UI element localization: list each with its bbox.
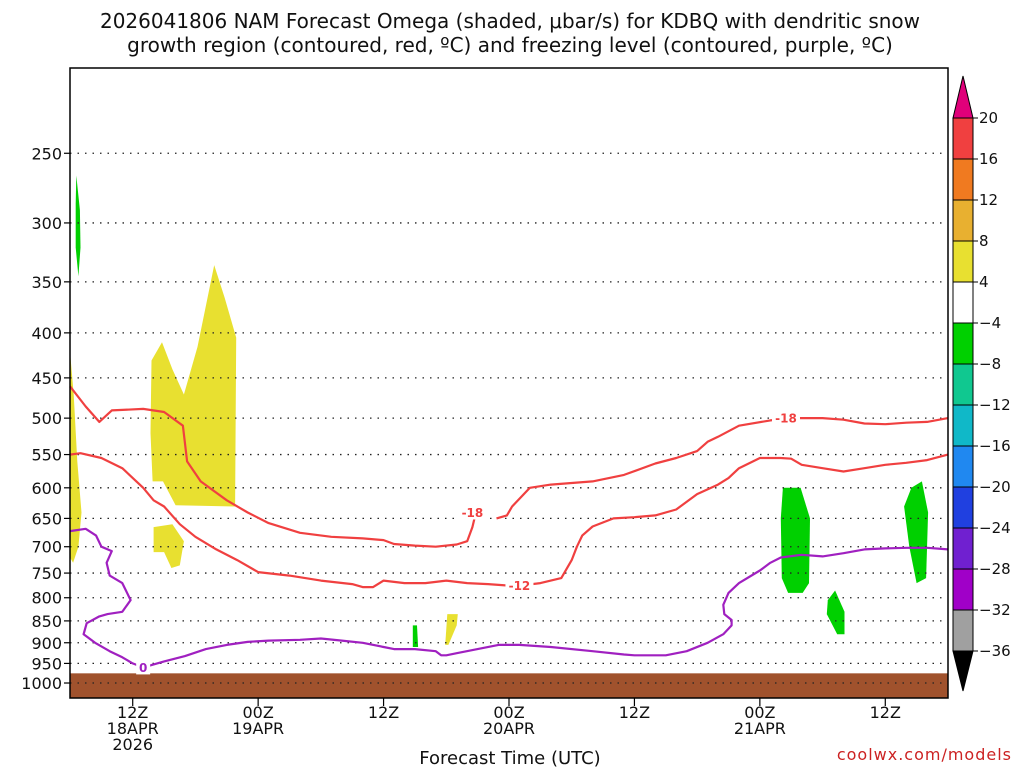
- x-tick-label-4-0: 12Z: [619, 703, 650, 722]
- y-tick-label-500: 500: [31, 409, 62, 428]
- x-tick-label-1-1: 19APR: [232, 719, 284, 738]
- colorbar-label-9: −20: [979, 478, 1011, 496]
- colorbar-segment-6: [952, 363, 974, 406]
- x-axis-title: Forecast Time (UTC): [419, 748, 600, 768]
- contour-label-0: -18: [462, 506, 484, 520]
- colorbar-bottom-arrow: [952, 650, 974, 692]
- y-tick-label-900: 900: [31, 634, 62, 653]
- y-tick-label-400: 400: [31, 324, 62, 343]
- credit-text: coolwx.com/models: [837, 745, 1012, 764]
- chart-title-line2: growth region (contoured, red, ºC) and f…: [127, 33, 893, 57]
- y-tick-label-850: 850: [31, 612, 62, 631]
- colorbar-segment-8: [952, 445, 974, 488]
- y-tick-label-800: 800: [31, 589, 62, 608]
- omega-green-right-low: [826, 590, 845, 635]
- contour-line-1: [496, 417, 949, 520]
- contour-label-2: -12: [509, 579, 531, 593]
- omega-green-right: [780, 487, 810, 593]
- colorbar-label-5: −4: [979, 314, 1001, 332]
- colorbar-label-7: −12: [979, 396, 1011, 414]
- colorbar-segment-4: [952, 281, 974, 324]
- x-tick-label-3-0: 00Z: [493, 703, 524, 722]
- x-tick-label-2-0: 12Z: [368, 703, 399, 722]
- colorbar-segment-2: [952, 199, 974, 242]
- y-tick-label-550: 550: [31, 446, 62, 465]
- colorbar-label-0: 20: [979, 109, 998, 127]
- y-tick-label-450: 450: [31, 369, 62, 388]
- omega-yellow-mid: [150, 265, 237, 507]
- colorbar-label-12: −32: [979, 601, 1011, 619]
- ground-fill: [70, 673, 948, 698]
- y-tick-label-1000: 1000: [21, 674, 62, 693]
- contour-label-bg-3: [136, 659, 151, 675]
- x-tick-label-3-1: 20APR: [483, 719, 535, 738]
- y-tick-label-250: 250: [31, 144, 62, 163]
- colorbar: 20 16 12 8 4 −4 −8 −12 −16 −20 −24 −28 −32 −36: [952, 75, 1011, 692]
- y-tick-label-350: 350: [31, 273, 62, 292]
- x-tick-label-1-0: 00Z: [242, 703, 273, 722]
- contour-line-0: [69, 385, 476, 548]
- chart-title-line1: 2026041806 NAM Forecast Omega (shaded, μ…: [100, 9, 920, 33]
- y-tick-label-650: 650: [31, 509, 62, 528]
- y-axis: 250 300 350 400 450 500 550 600 650 700 750 800 850 9…: [21, 144, 70, 693]
- colorbar-top-arrow: [952, 75, 974, 119]
- colorbar-segment-7: [952, 404, 974, 447]
- colorbar-segment-5: [952, 322, 974, 365]
- colorbar-segment-10: [952, 527, 974, 570]
- contour-label-bg-0: [458, 504, 487, 520]
- colorbar-label-8: −16: [979, 437, 1011, 455]
- colorbar-segment-11: [952, 568, 974, 611]
- colorbar-segment-0: [952, 117, 974, 160]
- contour-line-3: [69, 527, 949, 669]
- omega-green-thin: [412, 625, 419, 647]
- omega-yellow-thin: [445, 614, 458, 645]
- colorbar-segment-3: [952, 240, 974, 283]
- colorbar-label-13: −36: [979, 642, 1011, 660]
- contour-label-bg-2: [505, 577, 534, 593]
- colorbar-segment-1: [952, 158, 974, 201]
- colorbar-label-11: −28: [979, 560, 1011, 578]
- contour-label-1: -18: [775, 412, 797, 426]
- plot-area: -18 -18 -12 0: [69, 67, 949, 699]
- omega-green-far-right: [904, 481, 929, 584]
- colorbar-label-3: 8: [979, 232, 989, 250]
- contour-label-3: 0: [139, 661, 147, 675]
- x-tick-label-0-1: 18APR: [107, 719, 159, 738]
- omega-green-upper: [75, 175, 81, 277]
- colorbar-segment-9: [952, 486, 974, 529]
- x-tick-label-5-1: 21APR: [734, 719, 786, 738]
- x-tick-label-6-0: 12Z: [870, 703, 901, 722]
- x-tick-label-5-0: 00Z: [744, 703, 775, 722]
- y-tick-label-300: 300: [31, 214, 62, 233]
- y-tick-label-700: 700: [31, 538, 62, 557]
- omega-yellow-left: [70, 351, 82, 563]
- colorbar-label-2: 12: [979, 191, 998, 209]
- y-tick-label-600: 600: [31, 479, 62, 498]
- colorbar-label-10: −24: [979, 519, 1011, 537]
- colorbar-label-4: 4: [979, 273, 989, 291]
- contour-label-bg-1: [771, 410, 800, 426]
- colorbar-label-6: −8: [979, 355, 1001, 373]
- colorbar-label-1: 16: [979, 150, 998, 168]
- y-tick-label-750: 750: [31, 564, 62, 583]
- y-tick-label-950: 950: [31, 654, 62, 673]
- x-tick-label-0-0: 12Z: [117, 703, 148, 722]
- colorbar-segment-12: [952, 609, 974, 652]
- x-tick-label-0-2: 2026: [112, 735, 153, 754]
